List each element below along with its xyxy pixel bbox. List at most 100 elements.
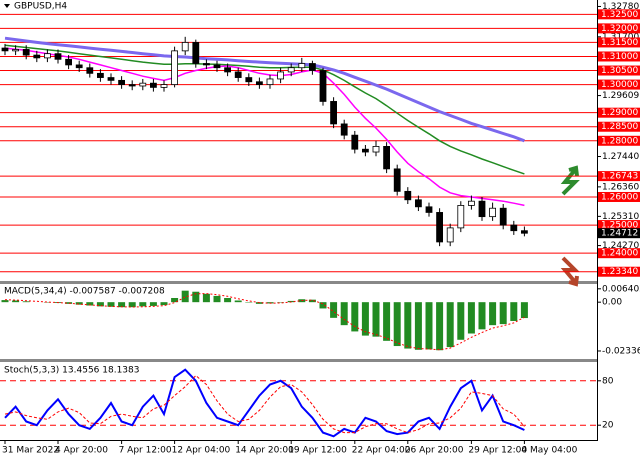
candle-body: [351, 134, 359, 150]
symbol-icon: [4, 4, 10, 8]
candle-body: [425, 206, 433, 213]
candle-body: [86, 67, 94, 74]
candle-body: [255, 81, 263, 85]
macd-bar: [128, 302, 136, 308]
candle-body: [54, 53, 62, 60]
level-label: 1.26000: [601, 192, 638, 202]
candle-body: [298, 63, 306, 69]
macd-bar: [96, 302, 104, 307]
macd-bar: [351, 302, 359, 332]
candle-body: [139, 82, 147, 87]
y-tick-label: 1.25310: [602, 212, 639, 222]
x-tick-label: 12 Apr 04:00: [172, 446, 231, 456]
macd-bar: [478, 302, 486, 330]
candle-body: [160, 84, 168, 88]
candle-body: [393, 168, 401, 192]
y-tick-label: 0.006402: [602, 284, 640, 294]
level-label-box: [598, 121, 640, 132]
level-label: 1.31000: [601, 52, 638, 62]
macd-bar: [499, 302, 507, 325]
macd-bar: [393, 302, 401, 347]
candle-body: [33, 54, 41, 59]
macd-bar: [86, 302, 94, 306]
x-tick-label: 31 Mar 2022: [2, 446, 59, 456]
macd-bar: [446, 302, 454, 348]
x-tick-label: 4 Apr 20:00: [55, 446, 108, 456]
candle-body: [467, 200, 475, 206]
candle-body: [213, 64, 221, 69]
candle-body: [510, 224, 518, 232]
macd-bar: [22, 301, 30, 303]
candle-body: [202, 63, 210, 66]
level-label: 1.30500: [601, 66, 638, 76]
macd-bar: [520, 302, 528, 319]
macd-bar: [75, 302, 83, 305]
candle-body: [330, 101, 338, 125]
macd-bar: [372, 302, 380, 337]
macd-bar: [1, 300, 9, 303]
candle-body: [149, 82, 157, 88]
candle-body: [171, 50, 179, 85]
macd-bar: [361, 302, 369, 336]
candle-body: [489, 207, 497, 218]
macd-bar: [404, 302, 412, 349]
macd-bar: [192, 291, 200, 303]
macd-bar: [202, 293, 210, 303]
macd-bar: [330, 302, 338, 318]
candle-body: [414, 199, 422, 208]
stoch-title: Stoch(5,3,3) 13.4556 18.1383: [4, 366, 139, 376]
x-tick-label: 7 Apr 12:00: [119, 446, 172, 456]
candle-body: [457, 205, 465, 229]
moving-average: [4, 47, 525, 207]
macd-bar: [12, 300, 20, 303]
candle-body: [234, 71, 242, 78]
candle-body: [404, 190, 412, 201]
x-tick-label: 29 Apr 12:00: [468, 446, 527, 456]
y-tick-label: 1.26360: [602, 182, 639, 192]
chart-title: GBPUSD,H4: [14, 2, 67, 12]
macd-bar: [65, 302, 73, 304]
level-label: 1.29000: [601, 108, 638, 118]
x-tick-label: 14 Apr 20:00: [235, 446, 294, 456]
candle-body: [192, 42, 200, 64]
candle-body: [1, 47, 9, 52]
candle-body: [224, 67, 232, 73]
level-label-box: [598, 171, 640, 182]
macd-bar: [149, 302, 157, 306]
candle-body: [118, 79, 125, 85]
macd-bar: [414, 302, 422, 350]
macd-bar: [425, 302, 433, 350]
y-tick-label: 1.31700: [602, 32, 639, 42]
macd-bar: [510, 302, 518, 321]
x-tick-label: 4 May 04:00: [521, 446, 577, 456]
macd-bar: [171, 297, 179, 303]
level-label-box: [598, 9, 640, 20]
level-label-box: [598, 135, 640, 146]
level-label: 1.32500: [601, 10, 638, 20]
candle-body: [436, 212, 444, 243]
level-label-box: [598, 23, 640, 34]
candle-body: [277, 71, 285, 80]
candle-body: [22, 49, 30, 56]
level-label: 1.28000: [601, 136, 638, 146]
y-tick-label: 80: [602, 376, 614, 386]
candle-body: [521, 230, 528, 234]
level-label-box: [598, 37, 640, 48]
candle-body: [478, 200, 486, 218]
level-label-box: [598, 51, 640, 62]
macd-bar: [436, 302, 444, 351]
level-label: 1.32000: [601, 24, 638, 34]
macd-bar: [118, 302, 126, 308]
x-tick-label: 26 Apr 20:00: [405, 446, 464, 456]
macd-bar: [383, 302, 391, 341]
macd-bar: [489, 302, 497, 326]
macd-bar: [340, 302, 348, 326]
macd-bar: [234, 300, 242, 303]
stoch-line: [4, 374, 525, 434]
y-tick-label: 0.00: [602, 298, 622, 308]
level-label-box: [598, 107, 640, 118]
level-label: 1.24000: [601, 249, 638, 259]
candle-body: [383, 146, 391, 170]
level-label-box: [598, 266, 640, 277]
